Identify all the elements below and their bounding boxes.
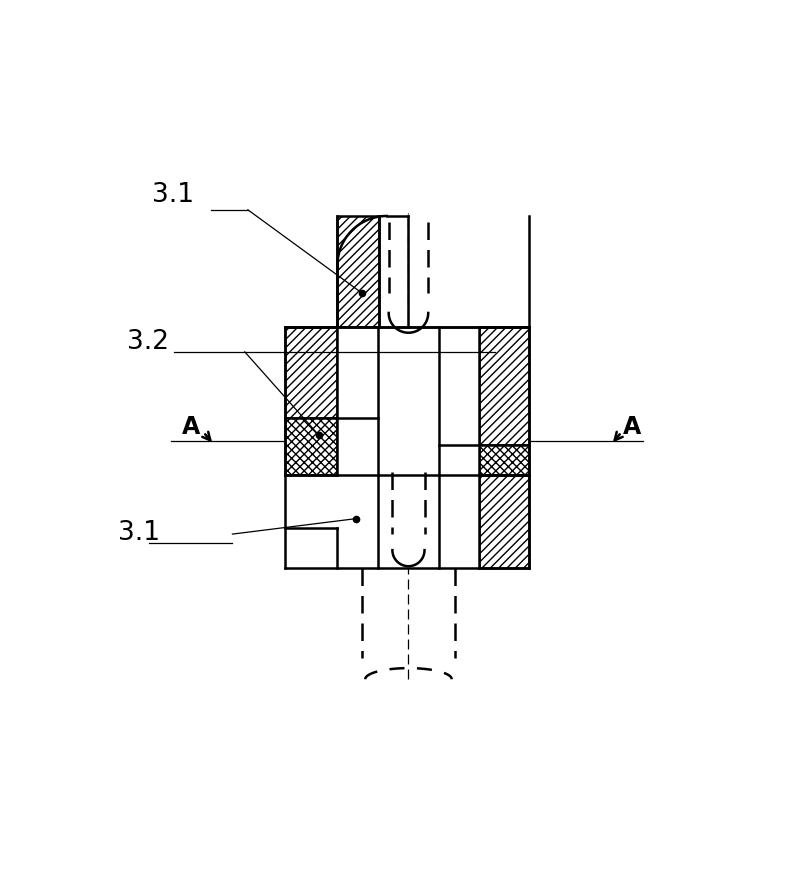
Polygon shape (337, 419, 378, 476)
Polygon shape (378, 328, 439, 476)
Text: A: A (182, 415, 200, 439)
Polygon shape (285, 419, 337, 476)
Polygon shape (337, 216, 529, 328)
Polygon shape (285, 476, 529, 568)
Text: 3.2: 3.2 (128, 328, 170, 355)
Polygon shape (337, 216, 379, 328)
Polygon shape (480, 328, 529, 445)
Polygon shape (285, 328, 337, 419)
Polygon shape (480, 445, 529, 476)
Polygon shape (439, 445, 480, 476)
Polygon shape (439, 328, 480, 445)
Polygon shape (378, 476, 439, 568)
Text: 3.1: 3.1 (152, 182, 194, 209)
Polygon shape (480, 476, 529, 568)
Text: A: A (623, 415, 641, 439)
Polygon shape (337, 328, 378, 419)
Polygon shape (285, 476, 480, 568)
Polygon shape (285, 328, 529, 476)
Text: 3.1: 3.1 (118, 520, 160, 546)
